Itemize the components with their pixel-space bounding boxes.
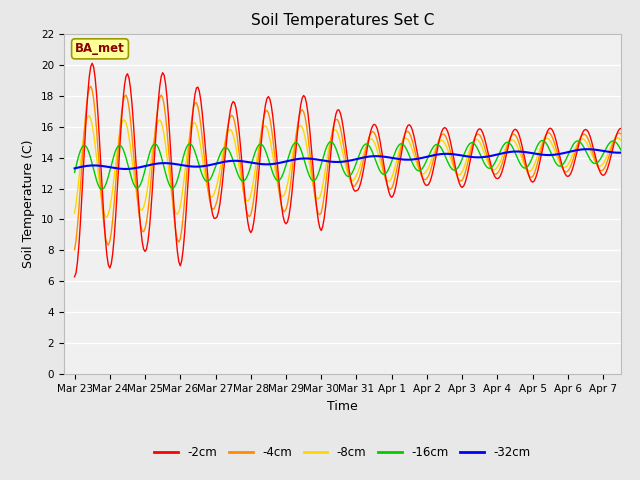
X-axis label: Time: Time (327, 400, 358, 413)
Text: BA_met: BA_met (75, 42, 125, 55)
Title: Soil Temperatures Set C: Soil Temperatures Set C (251, 13, 434, 28)
Legend: -2cm, -4cm, -8cm, -16cm, -32cm: -2cm, -4cm, -8cm, -16cm, -32cm (150, 442, 535, 464)
Y-axis label: Soil Temperature (C): Soil Temperature (C) (22, 140, 35, 268)
